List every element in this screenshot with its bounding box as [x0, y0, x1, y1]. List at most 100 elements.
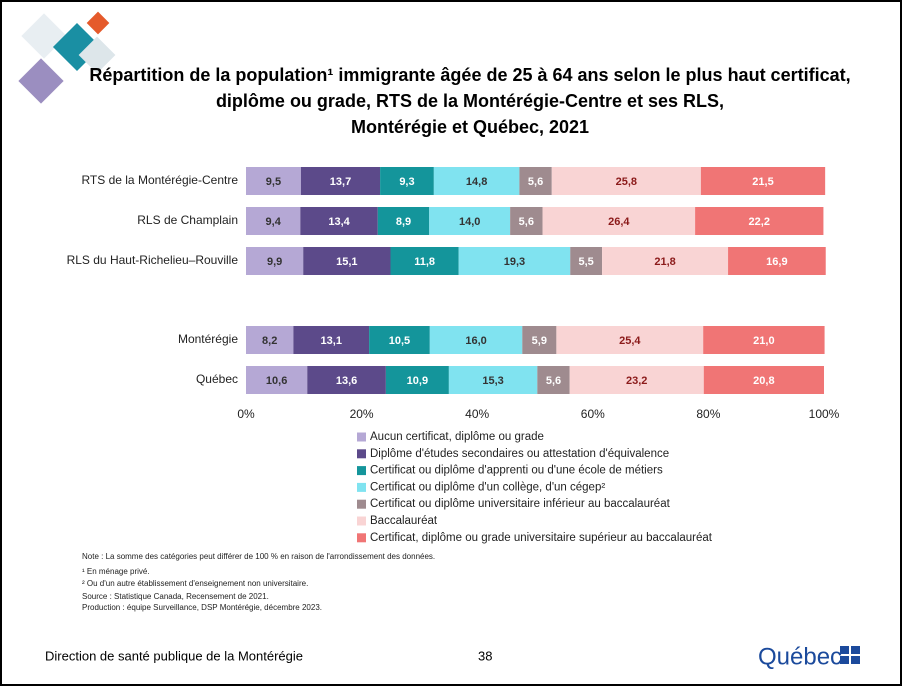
value-label: 5,6 — [519, 216, 534, 228]
bar-segment — [300, 167, 381, 195]
legend-label: Aucun certificat, diplôme ou grade — [370, 431, 544, 443]
value-label: 13,6 — [336, 375, 357, 387]
value-label: 14,0 — [459, 216, 480, 228]
value-label: 15,3 — [482, 375, 503, 387]
bar-segment — [385, 366, 449, 394]
legend-label: Certificat, diplôme ou grade universitai… — [370, 532, 713, 544]
legend-marker — [357, 466, 366, 476]
title-line: Répartition de la population¹ immigrante… — [89, 65, 850, 85]
logo-shape — [86, 11, 110, 35]
value-label: 5,6 — [546, 375, 561, 387]
page-number: 38 — [478, 648, 492, 663]
x-tick-label: 0% — [237, 407, 255, 421]
y-tick-label: Montérégie — [178, 332, 238, 346]
value-label: 5,9 — [532, 335, 547, 347]
bar-segment — [551, 167, 701, 195]
value-label: 9,3 — [399, 176, 414, 188]
legend-label: Baccalauréat — [370, 515, 438, 527]
value-label: 25,8 — [616, 176, 637, 188]
value-label: 5,5 — [579, 256, 594, 268]
bar-segment — [570, 247, 603, 275]
note: ¹ En ménage privé. — [82, 567, 150, 576]
bar-segment — [542, 207, 696, 235]
note: Note : La somme des catégories peut diff… — [82, 552, 435, 561]
value-label: 20,8 — [753, 375, 774, 387]
bar-segment — [510, 207, 543, 235]
value-label: 9,5 — [266, 176, 281, 188]
bar-segment — [728, 247, 826, 275]
bar-segment — [246, 207, 301, 235]
value-label: 9,4 — [266, 216, 282, 228]
note: Production : équipe Surveillance, DSP Mo… — [82, 603, 322, 612]
note: ² Ou d'un autre établissement d'enseigne… — [82, 579, 308, 588]
chart-title: Répartition de la population¹ immigrante… — [89, 65, 850, 137]
bar-segment — [246, 326, 294, 354]
bar-segment — [429, 207, 511, 235]
quebec-logo-text: Québec — [758, 643, 842, 670]
value-label: 14,8 — [466, 176, 487, 188]
x-tick-label: 20% — [350, 407, 374, 421]
y-tick-label: RTS de la Montérégie-Centre — [81, 173, 238, 187]
value-label: 15,1 — [336, 256, 357, 268]
legend-marker — [357, 482, 366, 492]
bar-segment — [537, 366, 570, 394]
bar-segment — [703, 366, 824, 394]
value-label: 9,9 — [267, 256, 282, 268]
bar-segment — [380, 167, 434, 195]
bar-segment — [556, 326, 704, 354]
quebec-flag — [840, 646, 860, 664]
bar-segment — [369, 326, 430, 354]
bar-segment — [246, 167, 301, 195]
bar-segment — [293, 326, 370, 354]
value-label: 10,5 — [389, 335, 410, 347]
title-line: diplôme ou grade, RTS de la Montérégie-C… — [216, 91, 724, 111]
legend-marker — [357, 449, 366, 459]
y-tick-label: RLS du Haut-Richelieu–Rouville — [67, 253, 239, 267]
legend-label: Certificat ou diplôme d'un collège, d'un… — [370, 481, 605, 493]
bar-segment — [303, 247, 391, 275]
bar-segment — [703, 326, 825, 354]
logo-shape — [78, 36, 116, 74]
value-label: 21,0 — [753, 335, 774, 347]
legend-marker — [357, 499, 366, 509]
bar-segment — [458, 247, 571, 275]
value-label: 23,2 — [626, 375, 647, 387]
footer-text: Direction de santé publique de la Montér… — [45, 648, 303, 663]
value-label: 16,9 — [766, 256, 787, 268]
x-tick-label: 40% — [465, 407, 489, 421]
bar-segment — [700, 167, 826, 195]
value-label: 5,6 — [528, 176, 543, 188]
x-tick-label: 80% — [696, 407, 720, 421]
bar-segment — [695, 207, 824, 235]
value-label: 8,9 — [396, 216, 411, 228]
bar-segment — [377, 207, 430, 235]
legend-marker — [357, 533, 366, 543]
bar-segment — [390, 247, 459, 275]
logo-shape — [18, 58, 64, 104]
value-label: 22,2 — [749, 216, 770, 228]
value-label: 25,4 — [619, 335, 641, 347]
value-label: 10,6 — [266, 375, 287, 387]
y-tick-label: RLS de Champlain — [137, 213, 238, 227]
value-label: 21,5 — [752, 176, 773, 188]
bar-segment — [246, 366, 308, 394]
value-label: 19,3 — [504, 256, 525, 268]
value-label: 21,8 — [654, 256, 675, 268]
legend-label: Diplôme d'études secondaires ou attestat… — [370, 448, 669, 460]
value-label: 10,9 — [407, 375, 428, 387]
flag-square — [851, 656, 860, 664]
legend-label: Certificat ou diplôme universitaire infé… — [370, 498, 671, 510]
bar-segment — [569, 366, 704, 394]
value-label: 13,4 — [328, 216, 350, 228]
bar-segment — [522, 326, 557, 354]
bar-segment — [448, 366, 538, 394]
x-tick-label: 60% — [581, 407, 605, 421]
value-label: 11,8 — [414, 256, 435, 268]
legend-label: Certificat ou diplôme d'apprenti ou d'un… — [370, 465, 663, 477]
value-label: 13,1 — [321, 335, 342, 347]
x-tick-label: 100% — [809, 407, 840, 421]
bar-segment — [519, 167, 552, 195]
bar-segment — [307, 366, 386, 394]
bar-segment — [433, 167, 520, 195]
